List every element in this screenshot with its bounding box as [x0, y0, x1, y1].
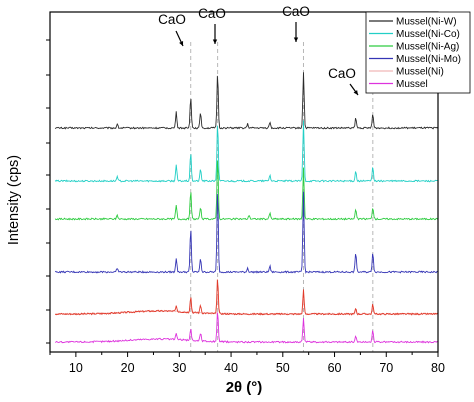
series-line-0: [54, 72, 439, 130]
cao-label-2: CaO: [282, 4, 310, 19]
x-tick-label-30: 30: [172, 361, 186, 375]
y-axis-label: Intensity (cps): [6, 155, 22, 245]
legend-box: [365, 11, 471, 94]
legend-label-5: Mussel: [396, 79, 428, 90]
x-tick-label-10: 10: [69, 361, 83, 375]
series-line-3: [54, 191, 438, 274]
tick-marks: [46, 39, 439, 357]
axes: [49, 11, 439, 353]
series-line-6: [54, 279, 438, 316]
series-line-1: [54, 120, 438, 183]
legend-label-2: Mussel(Ni-Ag): [396, 42, 459, 53]
series-line-2: [54, 160, 439, 221]
legend-label-4: Mussel(Ni): [396, 67, 444, 78]
series-line-4: [54, 294, 439, 316]
cao-label-0: CaO: [158, 12, 186, 27]
x-tick-label-70: 70: [379, 361, 393, 375]
x-axis-label: 2θ (°): [226, 379, 263, 396]
cao-arrowhead-0: [179, 41, 184, 46]
cao-arrowhead-2: [293, 37, 299, 42]
plot-frame: [49, 11, 439, 353]
legend-label-0: Mussel(Ni-W): [396, 17, 457, 28]
cao-label-3: CaO: [328, 66, 356, 81]
legend-label-3: Mussel(Ni-Mo): [396, 54, 461, 65]
legend-label-1: Mussel(Ni-Co): [396, 29, 460, 40]
cao-annotations: CaO CaO CaO CaO: [158, 4, 359, 96]
x-tick-label-40: 40: [224, 361, 238, 375]
x-tick-label-50: 50: [276, 361, 290, 375]
x-tick-label-60: 60: [328, 361, 342, 375]
x-tick-label-20: 20: [121, 361, 135, 375]
x-tick-label-80: 80: [431, 361, 445, 375]
cao-label-1: CaO: [198, 6, 226, 21]
legend: Mussel(Ni-W)Mussel(Ni-Co)Mussel(Ni-Ag)Mu…: [365, 11, 471, 94]
cao-arrowhead-3: [353, 90, 358, 95]
series-line-5: [54, 312, 438, 344]
series-layer: [54, 72, 439, 344]
cao-arrowhead-1: [212, 39, 218, 44]
x-tick-labels: 10 20 30 40 50 60 70 80: [69, 361, 445, 375]
